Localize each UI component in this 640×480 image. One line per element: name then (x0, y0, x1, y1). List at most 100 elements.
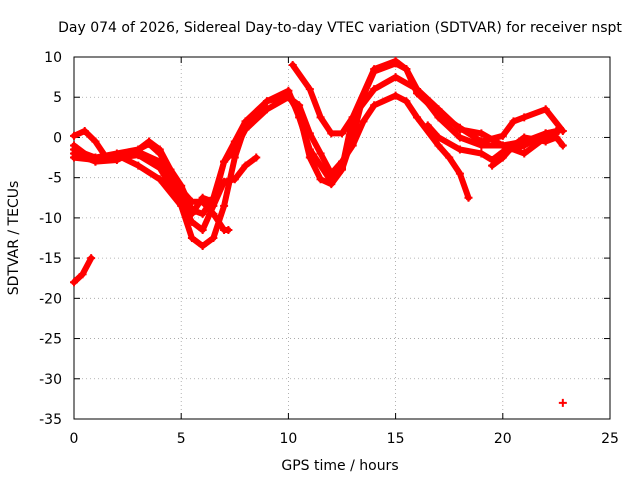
y-tick-label: -10 (39, 211, 62, 227)
data-point (509, 117, 518, 126)
series-track-9 (70, 254, 96, 287)
x-tick-label: 25 (601, 431, 619, 447)
data-point (552, 133, 561, 142)
data-point (87, 254, 96, 263)
data-point (402, 97, 411, 106)
data-point (305, 85, 314, 94)
data-point (252, 153, 261, 162)
data-point (230, 145, 239, 154)
data-point (348, 141, 357, 150)
data-point (558, 141, 567, 150)
data-point (520, 141, 529, 150)
data-point (134, 161, 143, 170)
x-tick-label: 20 (494, 431, 512, 447)
x-tick-label: 5 (177, 431, 186, 447)
data-point (241, 161, 250, 170)
x-tick-label: 0 (70, 431, 79, 447)
data-point (391, 57, 400, 66)
data-point (112, 155, 121, 164)
x-tick-label: 10 (279, 431, 297, 447)
data-point (166, 165, 175, 174)
data-point (434, 105, 443, 114)
data-point (187, 197, 196, 206)
y-tick-label: -30 (39, 372, 62, 388)
data-point (520, 133, 529, 142)
data-point (70, 141, 78, 150)
data-point (327, 177, 336, 186)
data-point (198, 242, 207, 251)
data-point (488, 161, 497, 170)
data-point (80, 127, 89, 136)
data-point (498, 153, 507, 162)
data-point (316, 175, 325, 184)
data-point (177, 193, 186, 202)
y-tick-label: -20 (39, 291, 62, 307)
data-point (230, 153, 239, 162)
data-point (423, 121, 432, 130)
data-point (541, 105, 550, 114)
y-tick-label: 10 (44, 50, 62, 66)
data-point (295, 101, 304, 110)
data-point (177, 185, 186, 194)
data-point (520, 149, 529, 158)
data-point (477, 149, 486, 158)
data-point (455, 133, 464, 142)
data-point (541, 137, 550, 146)
data-point (241, 125, 250, 134)
data-point (327, 129, 336, 138)
data-point (359, 117, 368, 126)
data-point (78, 270, 87, 279)
data-point (305, 145, 314, 154)
chart-title: Day 074 of 2026, Sidereal Day-to-day VTE… (58, 20, 622, 36)
data-point (541, 129, 550, 138)
data-point (413, 85, 422, 94)
y-axis-label: SDTVAR / TECUs (6, 181, 22, 296)
series-track-5 (70, 91, 473, 218)
data-point (455, 125, 464, 134)
series-line (71, 255, 95, 286)
data-point (198, 197, 207, 206)
grid (74, 57, 610, 419)
y-tick-label: -15 (39, 251, 62, 267)
data-point (91, 157, 100, 166)
y-tick-label: -5 (48, 171, 62, 187)
data-point (70, 278, 78, 287)
data-point (391, 73, 400, 82)
data-point (554, 127, 563, 136)
data-point (370, 101, 379, 110)
y-tick-label: -35 (39, 412, 62, 428)
data-point (316, 113, 325, 122)
data-point (370, 85, 379, 94)
data-point (224, 225, 233, 234)
x-axis-label: GPS time / hours (281, 458, 398, 474)
data-point (198, 225, 207, 234)
data-point (305, 129, 314, 138)
data-point (220, 157, 229, 166)
data-point (316, 149, 325, 158)
data-point (70, 149, 78, 158)
data-point (209, 209, 218, 218)
x-tick-label: 15 (387, 431, 405, 447)
data-point (284, 93, 293, 102)
data-point (413, 113, 422, 122)
data-point (198, 209, 207, 218)
data-point (391, 91, 400, 100)
data-point (455, 145, 464, 154)
data-point (348, 113, 357, 122)
data-point (434, 141, 443, 150)
data-point (187, 234, 196, 242)
data-point (155, 145, 164, 154)
series-outlier (558, 398, 567, 407)
data-point (455, 169, 464, 178)
y-tick-label: -25 (39, 332, 62, 348)
data-point (520, 113, 529, 122)
data-point (262, 97, 271, 106)
data-point (166, 177, 175, 186)
data-point (338, 129, 346, 138)
plot-frame (73, 56, 611, 420)
data-point (327, 169, 336, 178)
data-point (155, 157, 164, 166)
data-point (262, 105, 271, 114)
data-point (316, 161, 325, 170)
